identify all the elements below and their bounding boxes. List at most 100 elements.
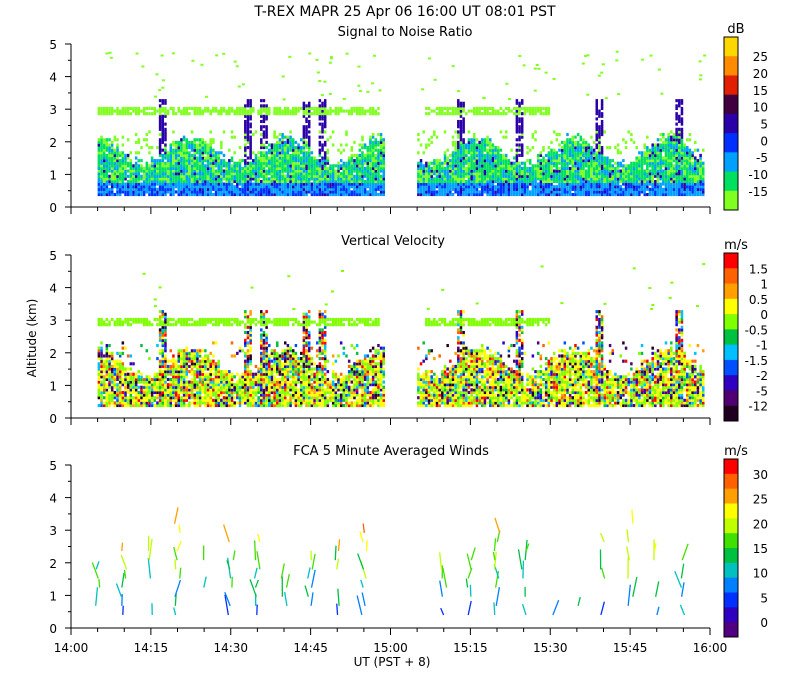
snr-cell — [518, 161, 521, 165]
snr-cell — [670, 148, 673, 152]
snr-cell — [212, 164, 215, 168]
snr-cell — [675, 127, 678, 131]
snr-cell — [584, 151, 588, 155]
snr-cell — [190, 185, 194, 189]
snr-cell — [640, 166, 644, 171]
snr-cell — [363, 153, 367, 157]
snr-cell — [675, 146, 678, 150]
snr-cell — [451, 187, 455, 191]
snr-cell — [590, 190, 593, 194]
snr-cell — [182, 112, 186, 116]
snr-cell — [555, 161, 559, 165]
snr-cell — [696, 148, 700, 152]
snr-cell — [489, 161, 492, 165]
snr-cell — [598, 185, 601, 189]
snr-cell — [172, 151, 175, 155]
snr-cell — [507, 182, 511, 186]
snr-cell — [515, 101, 519, 105]
snr-cell — [427, 179, 431, 184]
snr-cell — [683, 177, 686, 181]
snr-cell — [217, 156, 220, 160]
snr-cell — [446, 174, 449, 178]
snr-cell — [164, 192, 167, 197]
snr-cell — [664, 185, 668, 189]
snr-cell — [680, 106, 684, 111]
snr-cell — [361, 153, 364, 157]
snr-cell — [172, 169, 175, 173]
snr-cell — [339, 185, 343, 189]
vv-cell — [121, 383, 125, 387]
snr-cell — [246, 119, 250, 124]
snr-cell — [182, 109, 186, 113]
snr-cell — [603, 164, 606, 168]
snr-cell — [547, 109, 551, 113]
snr-cell — [502, 182, 505, 186]
snr-cell — [358, 153, 362, 157]
snr-cell — [523, 179, 527, 184]
snr-cell — [140, 177, 143, 181]
snr-cell — [190, 192, 194, 197]
snr-cell — [678, 187, 681, 191]
vv-cell — [97, 354, 101, 358]
snr-cell — [576, 161, 580, 165]
snr-cell — [646, 182, 649, 186]
snr-cell — [686, 146, 689, 150]
snr-colorbar-label: -15 — [748, 185, 768, 199]
snr-cell — [563, 156, 567, 160]
vv-cell — [110, 385, 114, 389]
snr-cell — [286, 148, 290, 152]
snr-cell — [97, 148, 101, 152]
snr-cell — [249, 185, 252, 189]
snr-cell — [616, 179, 620, 184]
snr-cell — [353, 169, 356, 173]
snr-cell — [273, 106, 276, 111]
snr-cell — [132, 192, 135, 197]
snr-cell — [417, 177, 420, 181]
snr-cell — [489, 190, 492, 194]
snr-cell — [342, 177, 346, 181]
snr-cell — [278, 151, 282, 155]
snr-cell — [142, 138, 146, 142]
snr-cell — [307, 114, 311, 118]
vv-cell — [116, 359, 119, 363]
snr-cell — [430, 192, 433, 197]
snr-cell — [622, 174, 625, 178]
snr-cell — [302, 148, 306, 152]
snr-cell — [188, 179, 191, 184]
snr-cell — [483, 169, 487, 173]
snr-cell — [246, 179, 250, 184]
snr-cell — [688, 190, 692, 194]
snr-cell — [198, 192, 202, 197]
snr-cell — [651, 182, 654, 186]
snr-cell — [294, 151, 298, 155]
snr-cell — [262, 153, 266, 157]
snr-cell — [544, 185, 548, 189]
snr-cell — [672, 187, 676, 191]
snr-cell — [441, 185, 444, 189]
snr-cell — [539, 179, 543, 184]
snr-cell — [225, 169, 228, 173]
snr-cell — [374, 148, 378, 152]
snr-cell — [273, 130, 276, 134]
snr-cell — [486, 172, 489, 176]
vv-cell — [100, 364, 103, 368]
snr-cell — [576, 159, 580, 163]
snr-cell — [100, 143, 103, 147]
snr-cell — [158, 185, 162, 189]
snr-cell — [366, 164, 370, 168]
snr-cell — [552, 169, 556, 173]
snr-cell — [619, 174, 622, 178]
snr-cell — [291, 143, 295, 147]
snr-cell — [132, 185, 135, 189]
snr-cell — [510, 161, 513, 165]
snr-cell — [182, 185, 186, 189]
snr-cell — [563, 172, 567, 176]
snr-cell — [337, 177, 340, 181]
snr-cell — [675, 122, 678, 126]
snr-cell — [97, 143, 101, 147]
snr-cell — [305, 156, 308, 160]
snr-cell — [515, 187, 519, 191]
snr-cell — [526, 187, 529, 191]
snr-cell — [457, 159, 460, 163]
snr-cell — [313, 172, 316, 176]
